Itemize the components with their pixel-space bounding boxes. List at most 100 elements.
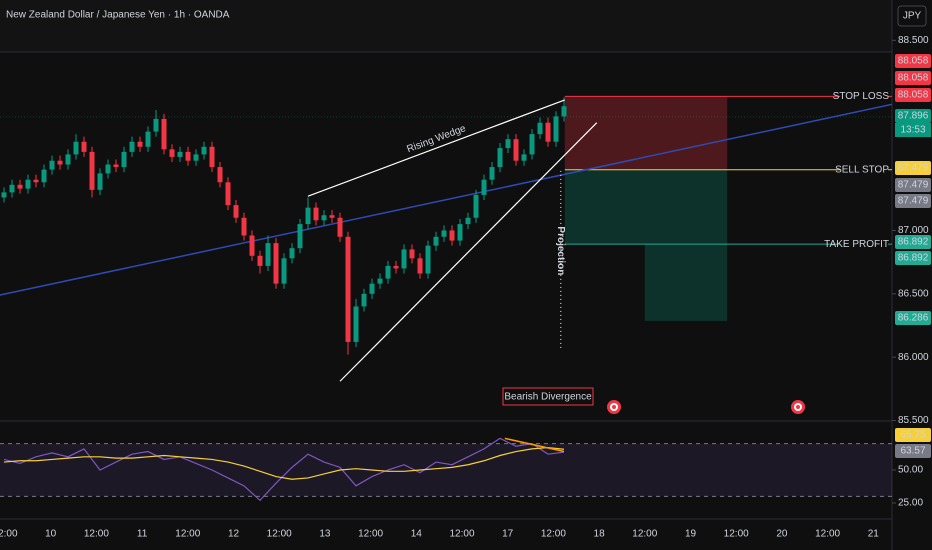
candle-body xyxy=(505,139,511,149)
candle-body xyxy=(41,169,47,183)
candle-body xyxy=(65,154,71,165)
candle-body xyxy=(553,116,559,142)
x-tick-label: 12:00 xyxy=(0,529,18,540)
x-tick-label: 10 xyxy=(45,529,57,540)
price-label-box xyxy=(895,235,931,249)
candle-body xyxy=(321,215,327,221)
candle-body xyxy=(113,164,119,168)
alert-icon[interactable] xyxy=(607,400,621,414)
x-tick-label: 12:00 xyxy=(541,529,566,540)
price-label-box xyxy=(895,194,931,208)
rsi-tick-label: 50.00 xyxy=(898,465,923,476)
candle-body xyxy=(401,249,407,269)
price-label: 87.479 xyxy=(898,180,929,191)
y-tick-label: 87.000 xyxy=(898,225,929,236)
x-tick-label: 12:00 xyxy=(449,529,474,540)
candle-body xyxy=(305,207,311,225)
candle-body xyxy=(145,131,151,147)
price-label: 86.892 xyxy=(898,253,929,264)
candle-body xyxy=(241,217,247,236)
countdown: 13:53 xyxy=(900,125,925,136)
candle-body xyxy=(513,139,519,161)
rsi-line xyxy=(3,437,565,502)
x-tick-label: 21 xyxy=(868,529,880,540)
candle-body xyxy=(25,179,31,189)
rsi-label: 65.75 xyxy=(900,430,925,441)
x-tick-label: 12:00 xyxy=(632,529,657,540)
candle-body xyxy=(393,265,399,269)
candle-body xyxy=(489,167,495,180)
candle-body xyxy=(193,154,199,161)
level-label: TAKE PROFIT xyxy=(824,239,889,250)
rsi-label-box xyxy=(895,444,931,458)
candle-body xyxy=(1,192,7,198)
candle-body xyxy=(73,141,79,155)
x-tick-label: 12 xyxy=(228,529,240,540)
x-tick-label: 12:00 xyxy=(815,529,840,540)
trend-line xyxy=(0,103,893,296)
candle-body xyxy=(89,151,95,190)
candle-body xyxy=(337,217,343,237)
chart-title: New Zealand Dollar / Japanese Yen · 1h ·… xyxy=(6,10,230,21)
candle-body xyxy=(521,154,527,161)
x-tick-label: 17 xyxy=(502,529,514,540)
candle-body xyxy=(497,148,503,168)
rsi-divergence xyxy=(504,437,565,453)
reward-zone-2 xyxy=(644,244,728,321)
candle-body xyxy=(257,255,263,266)
candle-body xyxy=(433,236,439,246)
candle-body xyxy=(473,194,479,218)
currency-button[interactable] xyxy=(897,5,927,27)
candle-body xyxy=(361,293,367,307)
risk-zone xyxy=(564,96,728,170)
x-tick-label: 12:00 xyxy=(358,529,383,540)
candle-body xyxy=(129,141,135,152)
candle-body xyxy=(17,184,23,189)
candle-body xyxy=(449,230,455,241)
candle-body xyxy=(425,245,431,274)
candle-body xyxy=(105,164,111,174)
rsi-tick-label: 25.00 xyxy=(898,498,923,509)
candle-body xyxy=(377,278,383,284)
y-tick-label: 85.500 xyxy=(898,415,929,426)
candle-body xyxy=(313,207,319,221)
price-label: 86.892 xyxy=(898,237,929,248)
level-label: SELL STOP xyxy=(835,164,889,175)
rsi-ma-line xyxy=(3,446,565,480)
candle-body xyxy=(385,265,391,279)
candle-body xyxy=(177,151,183,157)
divergence-label: Bearish Divergence xyxy=(504,392,592,403)
x-tick-label: 12:00 xyxy=(175,529,200,540)
x-tick-label: 13 xyxy=(319,529,331,540)
price-label-box xyxy=(895,71,931,85)
candle-body xyxy=(97,173,103,190)
price-label: 88.058 xyxy=(898,73,929,84)
candle-body xyxy=(49,160,55,170)
candle-body xyxy=(169,149,175,157)
currency[interactable]: JPY xyxy=(903,11,922,22)
price-label-box xyxy=(895,311,931,325)
wedge-line xyxy=(339,122,598,382)
price-label-box xyxy=(895,161,931,175)
level-label: STOP LOSS xyxy=(833,91,890,102)
candle-body xyxy=(217,167,223,183)
rsi-label-box xyxy=(895,428,931,442)
price-label-box xyxy=(895,54,931,68)
candle-body xyxy=(161,118,167,150)
candle-body xyxy=(329,215,335,218)
candle-body xyxy=(545,122,551,142)
candle-body xyxy=(225,182,231,206)
rsi-band xyxy=(0,443,892,497)
x-tick-label: 18 xyxy=(594,529,606,540)
candle-body xyxy=(353,306,359,342)
candle-body xyxy=(561,106,567,117)
price-label: 87.479 xyxy=(898,163,929,174)
x-tick-label: 12:00 xyxy=(267,529,292,540)
reward-zone xyxy=(564,169,728,245)
alert-icon[interactable] xyxy=(791,400,805,414)
candle-body xyxy=(281,258,287,284)
rsi-label: 63.57 xyxy=(900,446,925,457)
price-label-box xyxy=(895,178,931,192)
candle-body xyxy=(201,146,207,155)
